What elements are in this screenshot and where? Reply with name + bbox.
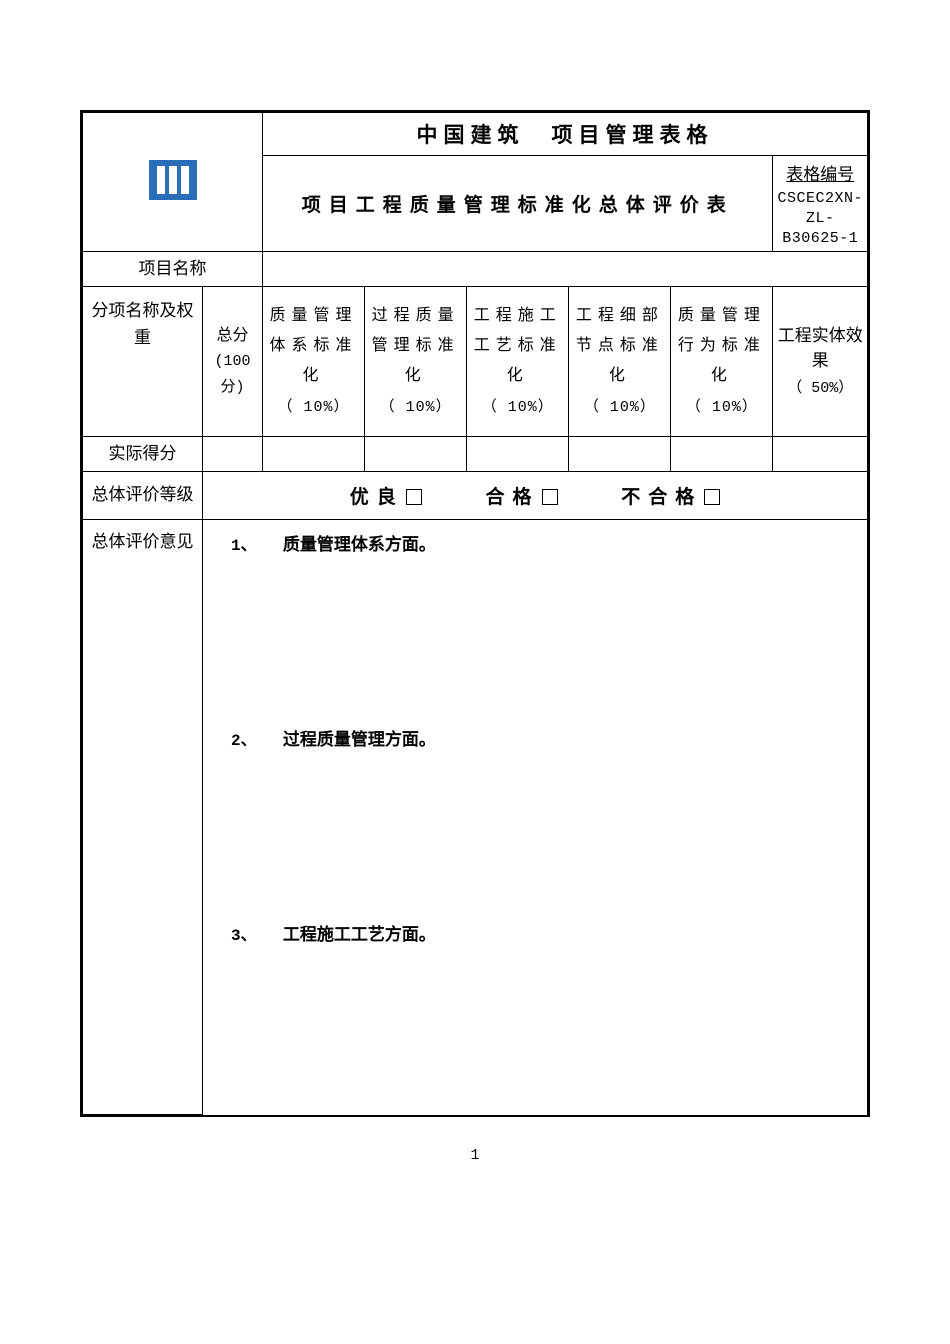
page-container: 中国建筑 项目管理表格 项目工程质量管理标准化总体评价表 表格编号 CSCEC2… [0, 0, 950, 1204]
opinion-row: 总体评价意见 1、 质量管理体系方面。 2、 过程质量管理方面。 3、 工程施工… [83, 519, 868, 1115]
opinion-3-num: 3、 [231, 927, 257, 945]
weight-col-1: 过程质量管理标准化 （ 10%） [365, 286, 467, 437]
score-input-3[interactable] [467, 437, 569, 472]
weight-col-4: 质量管理行为标准化 （ 10%） [671, 286, 773, 437]
total-score-points: (100分) [214, 353, 250, 396]
form-title: 项目工程质量管理标准化总体评价表 [263, 156, 773, 252]
total-score-label: 总分 [216, 327, 248, 344]
form-code-value: CSCEC2XN-ZL-B30625-1 [777, 190, 863, 247]
score-input-4[interactable] [569, 437, 671, 472]
overall-rating-label: 总体评价等级 [83, 471, 203, 519]
opinion-1-text: 质量管理体系方面。 [283, 535, 436, 554]
project-name-label: 项目名称 [83, 252, 263, 287]
rating-excellent-label: 优良 [350, 487, 404, 508]
weight-col-5-pct: （ 50%） [787, 380, 853, 397]
weight-col-2-label: 工程施工工艺标准化 [474, 307, 562, 385]
opinion-item-3: 3、 工程施工工艺方面。 [231, 920, 853, 945]
form-code-label: 表格编号 [777, 160, 863, 187]
page-number: 1 [80, 1147, 870, 1164]
actual-score-label: 实际得分 [83, 437, 203, 472]
overall-opinion-label: 总体评价意见 [83, 519, 203, 1115]
project-name-input[interactable] [263, 252, 868, 287]
weight-col-4-label: 质量管理行为标准化 [678, 307, 766, 385]
score-input-1[interactable] [263, 437, 365, 472]
weight-col-2: 工程施工工艺标准化 （ 10%） [467, 286, 569, 437]
cscec-logo-icon [149, 160, 197, 200]
form-table: 中国建筑 项目管理表格 项目工程质量管理标准化总体评价表 表格编号 CSCEC2… [82, 112, 868, 1115]
weight-col-0: 质量管理体系标准化 （ 10%） [263, 286, 365, 437]
score-input-2[interactable] [365, 437, 467, 472]
logo-cell [83, 113, 263, 252]
weight-col-1-label: 过程质量管理标准化 [372, 307, 460, 385]
rating-options-cell: 优良 合格 不合格 [203, 471, 868, 519]
opinion-item-2: 2、 过程质量管理方面。 [231, 725, 853, 750]
weight-col-3: 工程细部节点标准化 （ 10%） [569, 286, 671, 437]
project-name-row: 项目名称 [83, 252, 868, 287]
weight-col-3-pct: （ 10%） [584, 399, 656, 416]
weights-row: 分项名称及权重 总分 (100分) 质量管理体系标准化 （ 10%） 过程质量管… [83, 286, 868, 437]
opinion-3-text: 工程施工工艺方面。 [283, 925, 436, 944]
sub-item-label: 分项名称及权重 [83, 286, 203, 437]
rating-fail-label: 不合格 [621, 487, 702, 508]
rating-fail-checkbox[interactable] [704, 489, 720, 505]
weight-col-4-pct: （ 10%） [686, 399, 758, 416]
opinion-2-text: 过程质量管理方面。 [283, 730, 436, 749]
opinion-2-num: 2、 [231, 732, 257, 750]
rating-pass-label: 合格 [485, 487, 539, 508]
score-total-input[interactable] [203, 437, 263, 472]
total-score-cell: 总分 (100分) [203, 286, 263, 437]
weight-col-3-label: 工程细部节点标准化 [576, 307, 664, 385]
form-code-cell: 表格编号 CSCEC2XN-ZL-B30625-1 [773, 156, 868, 252]
org-title: 中国建筑 项目管理表格 [263, 113, 868, 156]
rating-pass-checkbox[interactable] [542, 489, 558, 505]
weight-col-5-label: 工程实体效果 [778, 326, 863, 371]
opinion-item-1: 1、 质量管理体系方面。 [231, 530, 853, 555]
weight-col-0-label: 质量管理体系标准化 [270, 307, 358, 385]
score-input-5[interactable] [671, 437, 773, 472]
rating-row: 总体评价等级 优良 合格 不合格 [83, 471, 868, 519]
rating-excellent-checkbox[interactable] [406, 489, 422, 505]
weight-col-0-pct: （ 10%） [278, 399, 350, 416]
opinion-body[interactable]: 1、 质量管理体系方面。 2、 过程质量管理方面。 3、 工程施工工艺方面。 [203, 519, 868, 1115]
form-outer-border: 中国建筑 项目管理表格 项目工程质量管理标准化总体评价表 表格编号 CSCEC2… [80, 110, 870, 1117]
weight-col-5: 工程实体效果 （ 50%） [773, 286, 868, 437]
actual-score-row: 实际得分 [83, 437, 868, 472]
weight-col-2-pct: （ 10%） [482, 399, 554, 416]
opinion-1-num: 1、 [231, 537, 257, 555]
weight-col-1-pct: （ 10%） [380, 399, 452, 416]
header-row-1: 中国建筑 项目管理表格 [83, 113, 868, 156]
score-input-6[interactable] [773, 437, 868, 472]
